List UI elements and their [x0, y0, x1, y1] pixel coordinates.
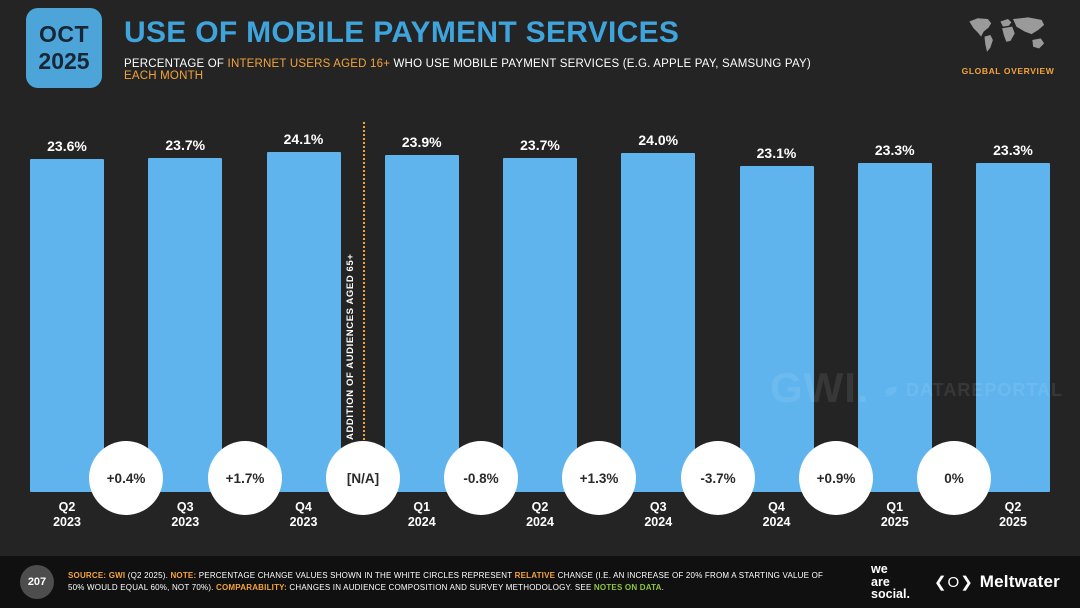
page-subtitle: PERCENTAGE OF INTERNET USERS AGED 16+ WH… [124, 58, 844, 82]
quarter-label: Q4 2024 [762, 500, 791, 529]
bar-value-label: 23.3% [874, 142, 915, 158]
we-are-social-logo: we are social. [871, 561, 910, 602]
bar-column: 23.9% Q1 2024 [384, 118, 459, 529]
meltwater-icon: ❮O❯ [933, 574, 974, 591]
text-segment: (Q2 2025). [125, 570, 171, 580]
quarter-label: Q1 2024 [407, 500, 436, 529]
bar-chart: 23.6% Q2 2023 23.7% Q3 2023 24.1% Q4 2023 23.9… [30, 118, 1050, 529]
change-circle: [N/A] [326, 441, 400, 515]
quarter-label: Q2 2024 [526, 500, 554, 529]
quarter-label: Q1 2025 [880, 500, 909, 529]
datareportal-watermark: DATAREPORTAL [882, 380, 1063, 401]
text-segment: PERCENTAGE CHANGE VALUES SHOWN IN THE WH… [196, 570, 515, 580]
change-circle: +1.3% [562, 441, 636, 515]
bar-column: 23.7% Q2 2024 [503, 118, 577, 529]
bar-value-label: 23.7% [520, 137, 560, 153]
footer: 207 SOURCE: GWI (Q2 2025). NOTE: PERCENT… [0, 556, 1080, 608]
bar-column: 24.0% Q3 2024 [621, 118, 696, 529]
text-segment: INTERNET USERS AGED 16+ [227, 58, 391, 70]
change-circle: 0% [917, 441, 991, 515]
bar [30, 159, 104, 492]
text-segment: . [661, 583, 664, 592]
bar [503, 158, 577, 492]
change-circle: +0.9% [799, 441, 873, 515]
change-circle: +0.4% [89, 441, 163, 515]
page-number-badge: 207 [20, 565, 54, 599]
bar-value-label: 23.7% [165, 137, 206, 153]
bar-value-label: 23.9% [401, 134, 442, 150]
meltwater-logo-text: Meltwater [979, 572, 1060, 591]
date-badge-year: 2025 [38, 48, 90, 74]
bar-value-label: 23.1% [756, 145, 797, 161]
quarter-label: Q2 2023 [53, 500, 81, 529]
text-segment: COMPARABILITY: [216, 583, 287, 592]
change-circle: +1.7% [208, 441, 282, 515]
bars-row: 23.6% Q2 2023 23.7% Q3 2023 24.1% Q4 2023 23.9… [30, 118, 1050, 529]
change-circle: -3.7% [681, 441, 755, 515]
bird-icon [884, 384, 898, 397]
annotation-line [363, 122, 365, 444]
quarter-label: Q2 2025 [999, 500, 1027, 529]
source-note: SOURCE: GWI (Q2 2025). NOTE: PERCENTAGE … [68, 570, 834, 595]
annotation-label: ADDITION OF AUDIENCES AGED 65+ [345, 253, 356, 440]
bar-column: 23.3% Q2 2025 [976, 118, 1050, 529]
bar [384, 155, 459, 492]
global-overview: GLOBAL OVERVIEW [960, 12, 1056, 76]
global-overview-label: GLOBAL OVERVIEW [961, 66, 1055, 76]
text-segment: GWI [108, 570, 126, 580]
text-segment: WHO USE MOBILE PAYMENT SERVICES (E.G. AP… [390, 58, 811, 70]
bar-column: 23.7% Q3 2023 [148, 118, 223, 529]
bar [739, 166, 814, 492]
text-segment: RELATIVE [514, 570, 556, 580]
page-title: USE OF MOBILE PAYMENT SERVICES [124, 16, 680, 49]
quarter-label: Q3 2024 [644, 500, 673, 529]
quarter-label: Q3 2023 [171, 500, 200, 529]
date-badge-month: OCT [38, 21, 90, 47]
text-segment: CHANGE (I.E. AN INCREASE OF 20% FROM A S… [68, 570, 824, 592]
bar-column: 23.3% Q1 2025 [857, 118, 932, 529]
quarter-label: Q4 2023 [289, 500, 318, 529]
date-badge: OCT 2025 [26, 8, 102, 88]
bar-value-label: 24.0% [638, 132, 679, 148]
bar-column: 23.1% Q4 2024 [739, 118, 814, 529]
bar [976, 163, 1050, 492]
bar-column: 24.1% Q4 2023 [266, 118, 341, 529]
text-segment: PERCENTAGE OF [124, 58, 228, 70]
text-segment: NOTE: [170, 570, 197, 580]
gwi-watermark: GWI. [770, 364, 870, 411]
footer-logos: we are social. ❮O❯ Meltwater [871, 561, 1060, 602]
meltwater-logo: ❮O❯ Meltwater [934, 572, 1060, 592]
title-block: USE OF MOBILE PAYMENT SERVICES PERCENTAG… [124, 16, 844, 82]
bar [857, 163, 932, 492]
bar [266, 152, 341, 492]
datareportal-watermark-text: DATAREPORTAL [906, 380, 1063, 400]
bar [148, 158, 223, 492]
bar-column: 23.6% Q2 2023 [30, 118, 104, 529]
bar-value-label: 23.6% [47, 138, 87, 154]
change-circle: -0.8% [444, 441, 518, 515]
world-map-icon [969, 17, 1045, 52]
text-segment: SOURCE: [68, 570, 107, 580]
text-segment: CHANGES IN AUDIENCE COMPOSITION AND SURV… [286, 583, 594, 592]
bar-value-label: 23.3% [993, 142, 1033, 158]
text-segment: NOTES ON DATA [593, 583, 662, 592]
bar-value-label: 24.1% [283, 131, 324, 147]
bar [621, 153, 696, 492]
text-segment: EACH MONTH [124, 70, 204, 82]
